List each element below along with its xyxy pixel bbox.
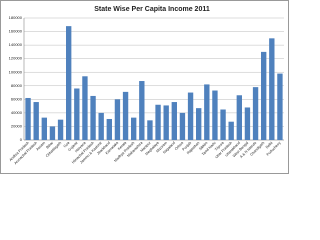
bar bbox=[82, 76, 88, 140]
bar bbox=[220, 109, 226, 140]
bar bbox=[228, 121, 234, 140]
bar bbox=[66, 26, 72, 141]
chart: State Wise Per Capita Income 2011 0 20000… bbox=[0, 0, 289, 174]
bar bbox=[204, 84, 210, 140]
bar bbox=[106, 118, 112, 140]
bar bbox=[179, 112, 186, 140]
bar bbox=[252, 87, 259, 140]
bar bbox=[236, 95, 242, 140]
bar bbox=[33, 102, 39, 140]
y-tick-label: 0 bbox=[20, 137, 23, 142]
chart-title: State Wise Per Capita Income 2011 bbox=[94, 6, 210, 13]
x-tick-label: Sikkim bbox=[198, 141, 208, 151]
x-tick-label: Tripura bbox=[214, 141, 225, 152]
bar bbox=[57, 119, 64, 140]
y-tick-label: 160000 bbox=[9, 29, 23, 34]
bar bbox=[261, 51, 267, 141]
y-tick-label: 40000 bbox=[11, 110, 23, 115]
bar bbox=[269, 38, 275, 141]
bar bbox=[122, 91, 129, 140]
bar bbox=[131, 117, 137, 140]
chart-border bbox=[0, 0, 289, 174]
y-tick-label: 80000 bbox=[11, 83, 23, 88]
bar bbox=[41, 117, 47, 140]
x-tick-label: Assam bbox=[35, 141, 46, 152]
bar bbox=[155, 104, 161, 140]
y-tick-label: 100000 bbox=[9, 69, 23, 74]
bar bbox=[277, 73, 283, 140]
x-tick-label: Gujarat bbox=[67, 141, 78, 152]
y-tick-label: 120000 bbox=[9, 56, 23, 61]
x-tick-label: Bihar bbox=[45, 140, 54, 149]
bar bbox=[139, 81, 145, 140]
y-tick-label: 60000 bbox=[11, 96, 23, 101]
bar bbox=[212, 90, 218, 140]
bar bbox=[196, 108, 202, 140]
bar bbox=[74, 88, 80, 140]
bar bbox=[163, 105, 169, 140]
x-tick-label: Kerala bbox=[117, 141, 127, 151]
x-tick-label: Goa bbox=[63, 141, 71, 149]
bar bbox=[114, 99, 121, 140]
bar bbox=[187, 92, 194, 140]
x-tick-label: Punjab bbox=[182, 141, 193, 152]
x-tick-label: Orissa bbox=[174, 141, 184, 151]
bar bbox=[147, 120, 153, 140]
y-tick-label: 140000 bbox=[9, 42, 23, 47]
page: {"chart_data": {"type": "bar", "title": … bbox=[0, 0, 289, 174]
bar bbox=[244, 107, 251, 140]
bar bbox=[49, 126, 56, 140]
bar bbox=[25, 97, 31, 140]
bar bbox=[171, 102, 177, 140]
y-tick-label: 20000 bbox=[11, 124, 23, 129]
y-tick-label: 180000 bbox=[9, 15, 23, 20]
x-tick-label: Delhi bbox=[265, 141, 274, 150]
bar bbox=[90, 95, 96, 140]
bar bbox=[98, 112, 104, 140]
